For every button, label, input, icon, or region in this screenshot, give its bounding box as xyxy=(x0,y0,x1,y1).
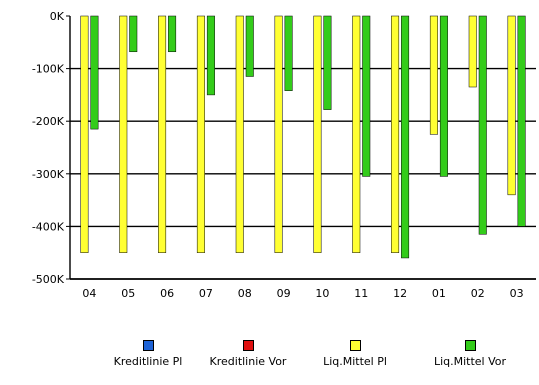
x-tick-label: 07 xyxy=(199,287,213,300)
x-tick-label: 04 xyxy=(82,287,96,300)
bar-liq-mittel-vor-06 xyxy=(168,15,177,53)
bar-liq-mittel-vor-02 xyxy=(478,15,487,235)
bar-liq-mittel-pl-09 xyxy=(274,15,283,253)
x-tick-label: 11 xyxy=(354,287,368,300)
legend-item: Liq.Mittel Vor xyxy=(415,340,525,368)
bar-liq-mittel-vor-11 xyxy=(362,15,371,177)
x-tick-label: 01 xyxy=(432,287,446,300)
bar-liq-mittel-vor-09 xyxy=(284,15,293,91)
legend-label: Liq.Mittel Pl xyxy=(323,355,387,368)
legend-swatch xyxy=(242,340,254,351)
legend-swatch xyxy=(142,340,154,351)
bar-liq-mittel-vor-08 xyxy=(245,15,254,77)
x-tick-label: 05 xyxy=(121,287,135,300)
y-tick-label: -100K xyxy=(32,63,65,76)
legend-item: Kreditlinie Pl xyxy=(93,340,203,368)
legend-label: Liq.Mittel Vor xyxy=(433,355,507,368)
x-tick-label: 10 xyxy=(315,287,329,300)
legend-label: Kreditlinie Vor xyxy=(209,355,287,368)
bar-liq-mittel-pl-05 xyxy=(119,15,128,253)
bar-liq-mittel-pl-03 xyxy=(507,15,516,196)
bar-liq-mittel-vor-04 xyxy=(90,15,99,130)
y-tick-label: -300K xyxy=(32,168,65,181)
bar-liq-mittel-vor-01 xyxy=(439,15,448,177)
bar-liq-mittel-pl-08 xyxy=(235,15,244,253)
y-tick-label: -400K xyxy=(32,220,65,233)
bar-liq-mittel-vor-05 xyxy=(129,15,138,53)
bar-liq-mittel-pl-01 xyxy=(429,15,438,135)
legend: Kreditlinie Pl Kreditlinie Vor Liq.Mittel … xyxy=(0,340,539,380)
bar-liq-mittel-vor-10 xyxy=(323,15,332,110)
x-tick-label: 09 xyxy=(277,287,291,300)
x-tick-label: 02 xyxy=(471,287,485,300)
bar-liq-mittel-vor-07 xyxy=(206,15,215,96)
bar-liq-mittel-vor-03 xyxy=(517,15,526,227)
bar-liq-mittel-pl-06 xyxy=(158,15,167,253)
bar-liq-mittel-pl-12 xyxy=(391,15,400,253)
chart-canvas: 0K -100K -200K -300K -400K -500K 04 05 06 07 08 09 1… xyxy=(32,10,536,300)
x-tick-label: 06 xyxy=(160,287,174,300)
legend-swatch xyxy=(464,340,476,351)
y-tick-label: 0K xyxy=(50,10,65,23)
x-tick-label: 03 xyxy=(510,287,524,300)
x-tick-label: 12 xyxy=(393,287,407,300)
legend-swatch xyxy=(349,340,361,351)
y-tick-label: -500K xyxy=(32,273,65,286)
bar-liq-mittel-pl-07 xyxy=(196,15,205,253)
bar-liq-mittel-pl-11 xyxy=(352,15,361,253)
bar-liq-mittel-pl-04 xyxy=(80,15,89,253)
legend-item: Liq.Mittel Pl xyxy=(300,340,410,368)
bar-liq-mittel-pl-10 xyxy=(313,15,322,253)
legend-label: Kreditlinie Pl xyxy=(113,355,183,368)
bar-liq-mittel-pl-02 xyxy=(468,15,477,88)
legend-item: Kreditlinie Vor xyxy=(193,340,303,368)
x-tick-label: 08 xyxy=(238,287,252,300)
y-tick-label: -200K xyxy=(32,115,65,128)
bar-liq-mittel-vor-12 xyxy=(401,15,410,259)
